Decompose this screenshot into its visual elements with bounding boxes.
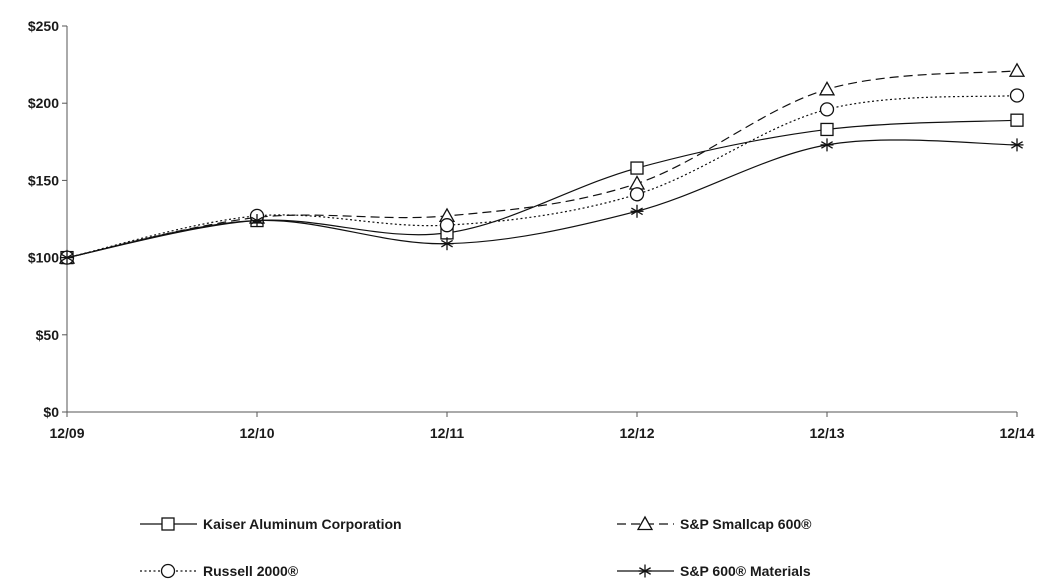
legend-label: S&P Smallcap 600® — [680, 516, 812, 532]
square-marker — [820, 122, 834, 137]
y-tick-label: $250 — [28, 18, 59, 34]
x-tick-label: 12/12 — [619, 425, 654, 441]
y-tick-label: $100 — [28, 250, 59, 266]
asterisk-marker — [60, 251, 74, 265]
series-square — [60, 113, 1024, 265]
legend-item: Kaiser Aluminum Corporation — [140, 516, 402, 532]
circle-marker — [629, 187, 645, 202]
series-line — [66, 70, 1018, 259]
asterisk-marker — [440, 237, 454, 251]
legend-square-marker — [161, 517, 175, 531]
legend-item: S&P Smallcap 600® — [617, 515, 812, 532]
legend-triangle-marker — [636, 515, 654, 531]
x-tick-label: 12/11 — [430, 425, 464, 441]
y-tick-label: $50 — [36, 327, 60, 343]
circle-marker — [439, 218, 455, 233]
legend-circle-marker — [160, 563, 176, 579]
asterisk-marker — [1010, 138, 1024, 152]
asterisk-marker — [630, 204, 644, 218]
x-tick-label: 12/13 — [809, 425, 844, 441]
series-line — [66, 139, 1018, 259]
asterisk-marker — [250, 214, 264, 228]
triangle-marker — [818, 80, 836, 96]
series-asterisk — [60, 138, 1024, 265]
x-tick-label: 12/14 — [999, 425, 1034, 441]
y-tick-label: $150 — [28, 172, 59, 188]
square-marker — [1010, 113, 1024, 127]
x-tick-label: 12/09 — [49, 425, 84, 441]
legend-label: S&P 600® Materials — [680, 563, 811, 579]
chart-legend: Kaiser Aluminum Corporation S&P Smallcap … — [140, 515, 812, 579]
asterisk-marker — [820, 138, 834, 152]
circle-marker — [819, 102, 835, 117]
y-tick-label: $200 — [28, 95, 59, 111]
legend-asterisk-marker — [638, 564, 652, 578]
square-marker — [630, 161, 644, 175]
legend-label: Kaiser Aluminum Corporation — [203, 516, 402, 532]
series-layer — [58, 62, 1026, 265]
series-circle — [59, 88, 1025, 265]
legend-item: Russell 2000® — [140, 563, 299, 579]
legend-label: Russell 2000® — [203, 563, 299, 579]
series-line — [66, 94, 1018, 259]
circle-marker — [1009, 88, 1025, 103]
x-tick-label: 12/10 — [239, 425, 274, 441]
y-tick-label: $0 — [43, 404, 59, 420]
chart-axes: $0 $50 $100 $150 $200 $250 12/09 12/10 12/11 12/1… — [28, 18, 1035, 441]
triangle-marker — [628, 175, 646, 190]
legend-item: S&P 600® Materials — [617, 563, 811, 579]
triangle-marker — [1008, 62, 1026, 77]
